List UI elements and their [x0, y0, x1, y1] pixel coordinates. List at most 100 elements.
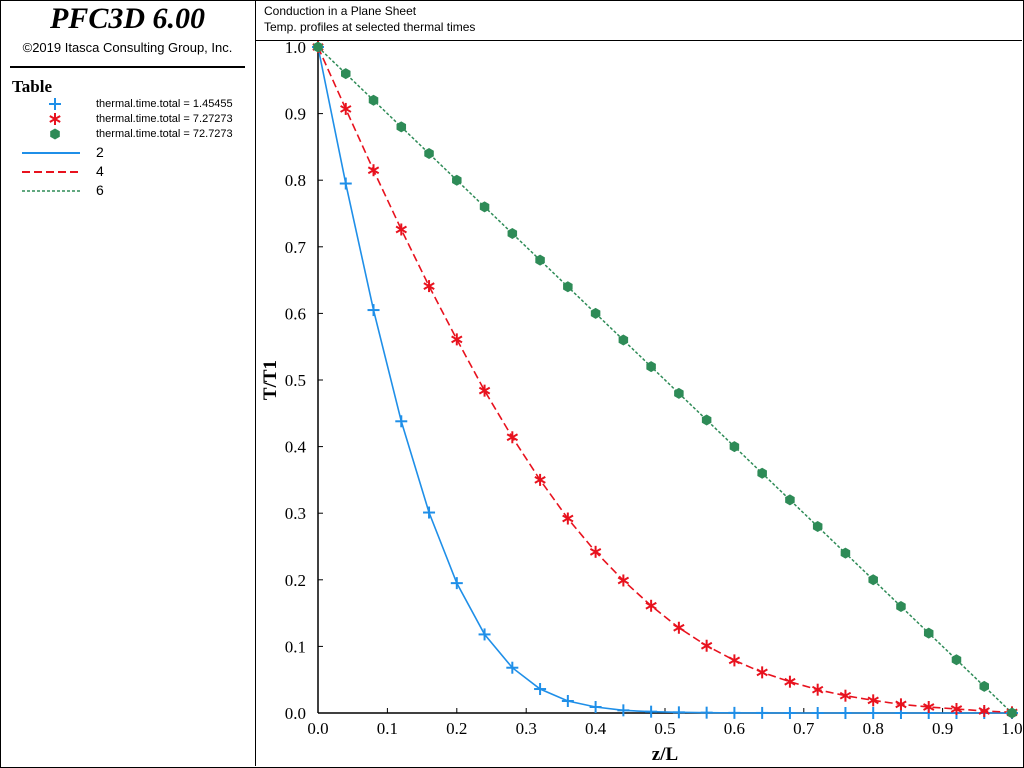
solid-line-icon: [22, 152, 80, 154]
plus-data-point: [728, 706, 741, 719]
hexagon-data-point: [452, 174, 462, 186]
hexagon-data-point: [590, 307, 601, 319]
x-tick-label: 0.1: [377, 719, 398, 738]
hexagon-data-point: [868, 574, 878, 586]
plus-data-point: [589, 701, 602, 714]
x-tick-label: 0.5: [654, 719, 675, 738]
x-tick-label: 0.4: [585, 719, 607, 738]
asterisk-data-point: [756, 666, 768, 679]
hexagon-data-point: [313, 41, 323, 53]
asterisk-data-point: [506, 431, 519, 444]
y-tick-label: 0.9: [285, 105, 306, 124]
x-tick-label: 0.9: [932, 719, 953, 738]
y-tick-label: 0.2: [285, 571, 306, 590]
app-title: PFC3D 6.00: [49, 2, 205, 35]
y-tick-label: 0.8: [285, 171, 306, 190]
x-tick-label: 0.0: [307, 719, 328, 738]
y-tick-label: 0.5: [285, 371, 306, 390]
legend-panel: PFC3D 6.00 ©2019 Itasca Consulting Group…: [0, 0, 256, 766]
asterisk-data-point: [645, 599, 657, 612]
plus-data-point: [617, 704, 630, 717]
chart-subtitle: Temp. profiles at selected thermal times: [264, 20, 476, 34]
x-tick-label: 1.0: [1001, 719, 1022, 738]
asterisk-data-point: [451, 333, 463, 346]
hexagon-data-point: [979, 680, 989, 692]
plus-data-point: [506, 661, 519, 674]
plus-data-point: [700, 706, 713, 719]
dashed-line-icon: [22, 171, 80, 173]
plus-data-point: [839, 707, 852, 719]
plus-data-point: [756, 706, 769, 719]
y-tick-label: 0.3: [285, 504, 306, 523]
y-tick-label: 1.0: [285, 38, 306, 57]
plus-data-point: [423, 506, 436, 519]
plus-data-point: [645, 705, 658, 718]
y-tick-label: 0.6: [285, 304, 306, 323]
legend-label: 4: [96, 163, 104, 179]
y-tick-label: 0.4: [285, 438, 307, 457]
y-tick-label: 0.0: [285, 704, 306, 723]
legend-label: 6: [96, 182, 104, 198]
x-tick-label: 0.8: [863, 719, 884, 738]
plus-data-point: [867, 707, 880, 719]
plus-marker-icon: [49, 98, 61, 110]
asterisk-data-point: [673, 621, 685, 634]
x-tick-label: 0.7: [793, 719, 815, 738]
asterisk-data-point: [340, 102, 352, 115]
x-tick-label: 0.2: [446, 719, 467, 738]
hexagon-data-point: [341, 68, 351, 80]
asterisk-data-point: [367, 164, 380, 177]
series-line-4: [317, 46, 1013, 714]
hexagon-data-point: [757, 467, 767, 479]
plus-data-point: [395, 415, 408, 428]
asterisk-data-point: [423, 280, 435, 293]
asterisk-data-point: [700, 639, 713, 652]
plus-data-point: [672, 706, 685, 719]
hexagon-data-point: [896, 600, 906, 612]
legend-title: Table: [12, 77, 53, 96]
chart-header: Conduction in a Plane Sheet Temp. profil…: [256, 0, 1022, 41]
asterisk-data-point: [728, 654, 741, 667]
hexagon-data-point: [923, 627, 934, 639]
asterisk-marker-icon: [49, 113, 61, 125]
legend-label: thermal.time.total = 72.7273: [96, 128, 233, 140]
asterisk-data-point: [589, 545, 602, 558]
asterisk-data-point: [867, 694, 879, 707]
asterisk-data-point: [562, 512, 574, 525]
asterisk-data-point: [784, 675, 796, 688]
plus-data-point: [561, 695, 574, 708]
asterisk-data-point: [617, 574, 630, 587]
plus-data-point: [783, 707, 796, 719]
legend-label: 2: [96, 144, 104, 160]
plus-data-point: [339, 177, 352, 190]
copyright-text: ©2019 Itasca Consulting Group, Inc.: [22, 40, 233, 55]
hexagon-data-point: [729, 441, 740, 453]
chart-title: Conduction in a Plane Sheet: [264, 4, 417, 18]
hexagon-data-point: [646, 361, 656, 373]
hexagon-data-point: [479, 201, 490, 213]
asterisk-data-point: [811, 683, 824, 696]
hexagon-data-point: [368, 94, 379, 106]
plus-data-point: [450, 577, 463, 590]
plus-data-point: [534, 683, 547, 696]
divider: [10, 66, 245, 68]
asterisk-data-point: [839, 689, 852, 702]
hexagon-data-point: [535, 254, 545, 266]
hexagon-data-point: [396, 121, 407, 133]
plus-data-point: [811, 707, 824, 719]
hexagon-data-point: [701, 414, 712, 426]
hexagon-data-point: [424, 148, 434, 160]
hexagon-data-point: [840, 547, 851, 559]
asterisk-data-point: [895, 698, 907, 711]
asterisk-data-point: [950, 703, 963, 716]
legend-label: thermal.time.total = 7.27273: [96, 113, 233, 125]
plus-data-point: [478, 628, 491, 641]
hexagon-data-point: [951, 654, 962, 666]
plus-data-point: [367, 304, 380, 317]
hexagon-data-point: [674, 387, 684, 399]
hexagon-data-point: [812, 521, 823, 533]
y-tick-label: 0.1: [285, 637, 306, 656]
hexagon-marker-icon: [50, 128, 60, 140]
hexagon-data-point: [507, 227, 518, 239]
x-tick-label: 0.6: [724, 719, 745, 738]
